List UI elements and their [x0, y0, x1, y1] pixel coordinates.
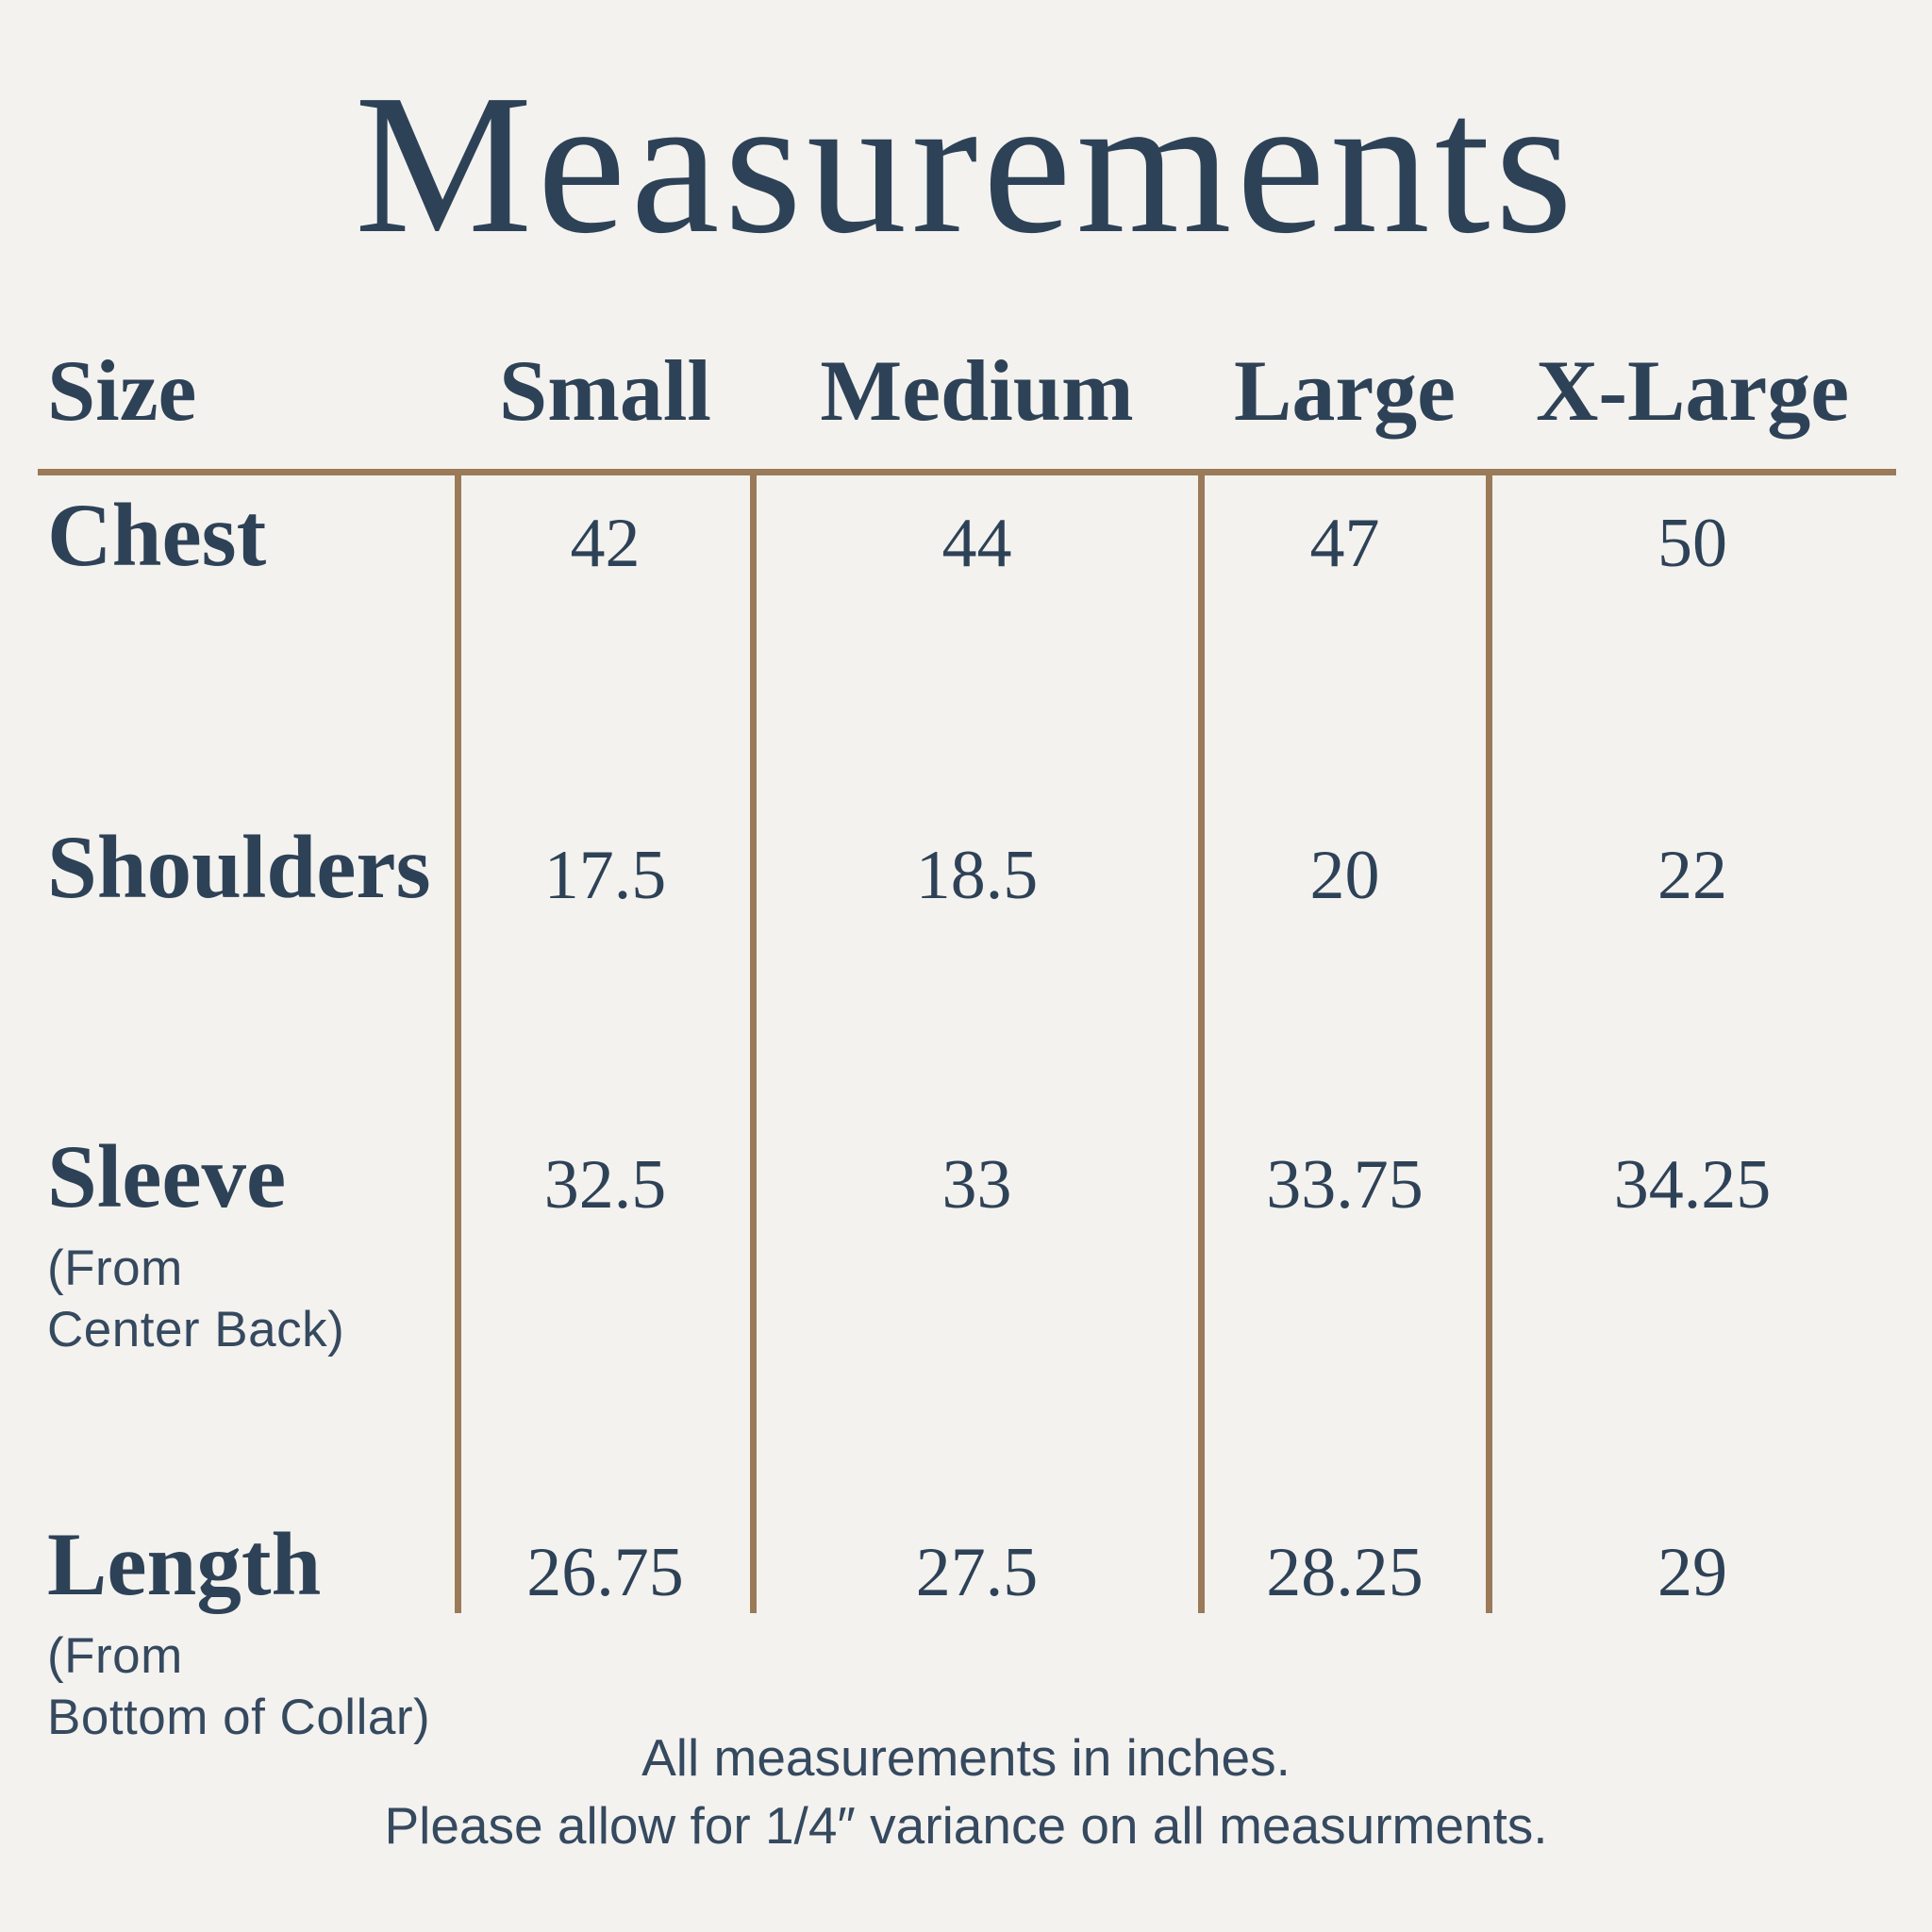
cell-sleeve-large: 33.75 — [1266, 1146, 1424, 1224]
cell-shoulders-xlarge: 22 — [1657, 837, 1727, 914]
table-row-shoulders: Shoulders 17.5 18.5 20 22 — [47, 823, 1896, 912]
row-sublabel-sleeve: (From Center Back) — [47, 1241, 345, 1357]
table-row-length: Length (From Bottom of Collar) 26.75 27.… — [47, 1520, 1896, 1748]
table-row-chest: Chest 42 44 47 50 — [47, 491, 1896, 580]
cell-chest-small: 42 — [570, 505, 641, 582]
cell-shoulders-small: 17.5 — [543, 837, 667, 914]
column-header-small: Small — [499, 342, 711, 439]
footer-note-variance: Please allow for 1/4″ variance on all me… — [384, 1795, 1548, 1855]
row-sublabel-length: (From Bottom of Collar) — [47, 1628, 431, 1745]
page-title: Measurements — [354, 53, 1578, 275]
column-divider-line-1 — [455, 475, 461, 1613]
column-header-size: Size — [47, 342, 197, 439]
footer-notes: All measurements in inches. Please allow… — [0, 1724, 1932, 1859]
column-divider-line-3 — [1198, 475, 1205, 1613]
footer-note-units: All measurements in inches. — [641, 1728, 1291, 1787]
column-header-xlarge: X-Large — [1535, 342, 1850, 439]
column-divider-line-2 — [750, 475, 757, 1613]
cell-sleeve-xlarge: 34.25 — [1613, 1146, 1772, 1224]
row-label-shoulders: Shoulders — [47, 817, 431, 917]
table-row-sleeve: Sleeve (From Center Back) 32.5 33 33.75 … — [47, 1132, 1896, 1360]
cell-length-medium: 27.5 — [915, 1534, 1039, 1611]
row-label-length-text: Length — [47, 1514, 322, 1614]
table-header-row: Size Small Medium Large X-Large — [47, 347, 1896, 434]
row-label-sleeve: Sleeve (From Center Back) — [47, 1132, 458, 1360]
cell-length-small: 26.75 — [526, 1534, 684, 1611]
cell-chest-xlarge: 50 — [1657, 505, 1727, 582]
header-divider-line — [38, 469, 1896, 475]
cell-chest-large: 47 — [1309, 505, 1380, 582]
row-label-chest: Chest — [47, 485, 267, 585]
cell-length-xlarge: 29 — [1657, 1534, 1727, 1611]
column-header-medium: Medium — [820, 342, 1134, 439]
cell-length-large: 28.25 — [1266, 1534, 1424, 1611]
cell-shoulders-medium: 18.5 — [915, 837, 1039, 914]
cell-shoulders-large: 20 — [1309, 837, 1380, 914]
cell-chest-medium: 44 — [941, 505, 1012, 582]
column-header-large: Large — [1233, 342, 1457, 439]
row-label-sleeve-text: Sleeve — [47, 1126, 287, 1226]
row-label-length: Length (From Bottom of Collar) — [47, 1520, 458, 1748]
cell-sleeve-medium: 33 — [941, 1146, 1012, 1224]
cell-sleeve-small: 32.5 — [543, 1146, 667, 1224]
column-divider-line-4 — [1486, 475, 1492, 1613]
